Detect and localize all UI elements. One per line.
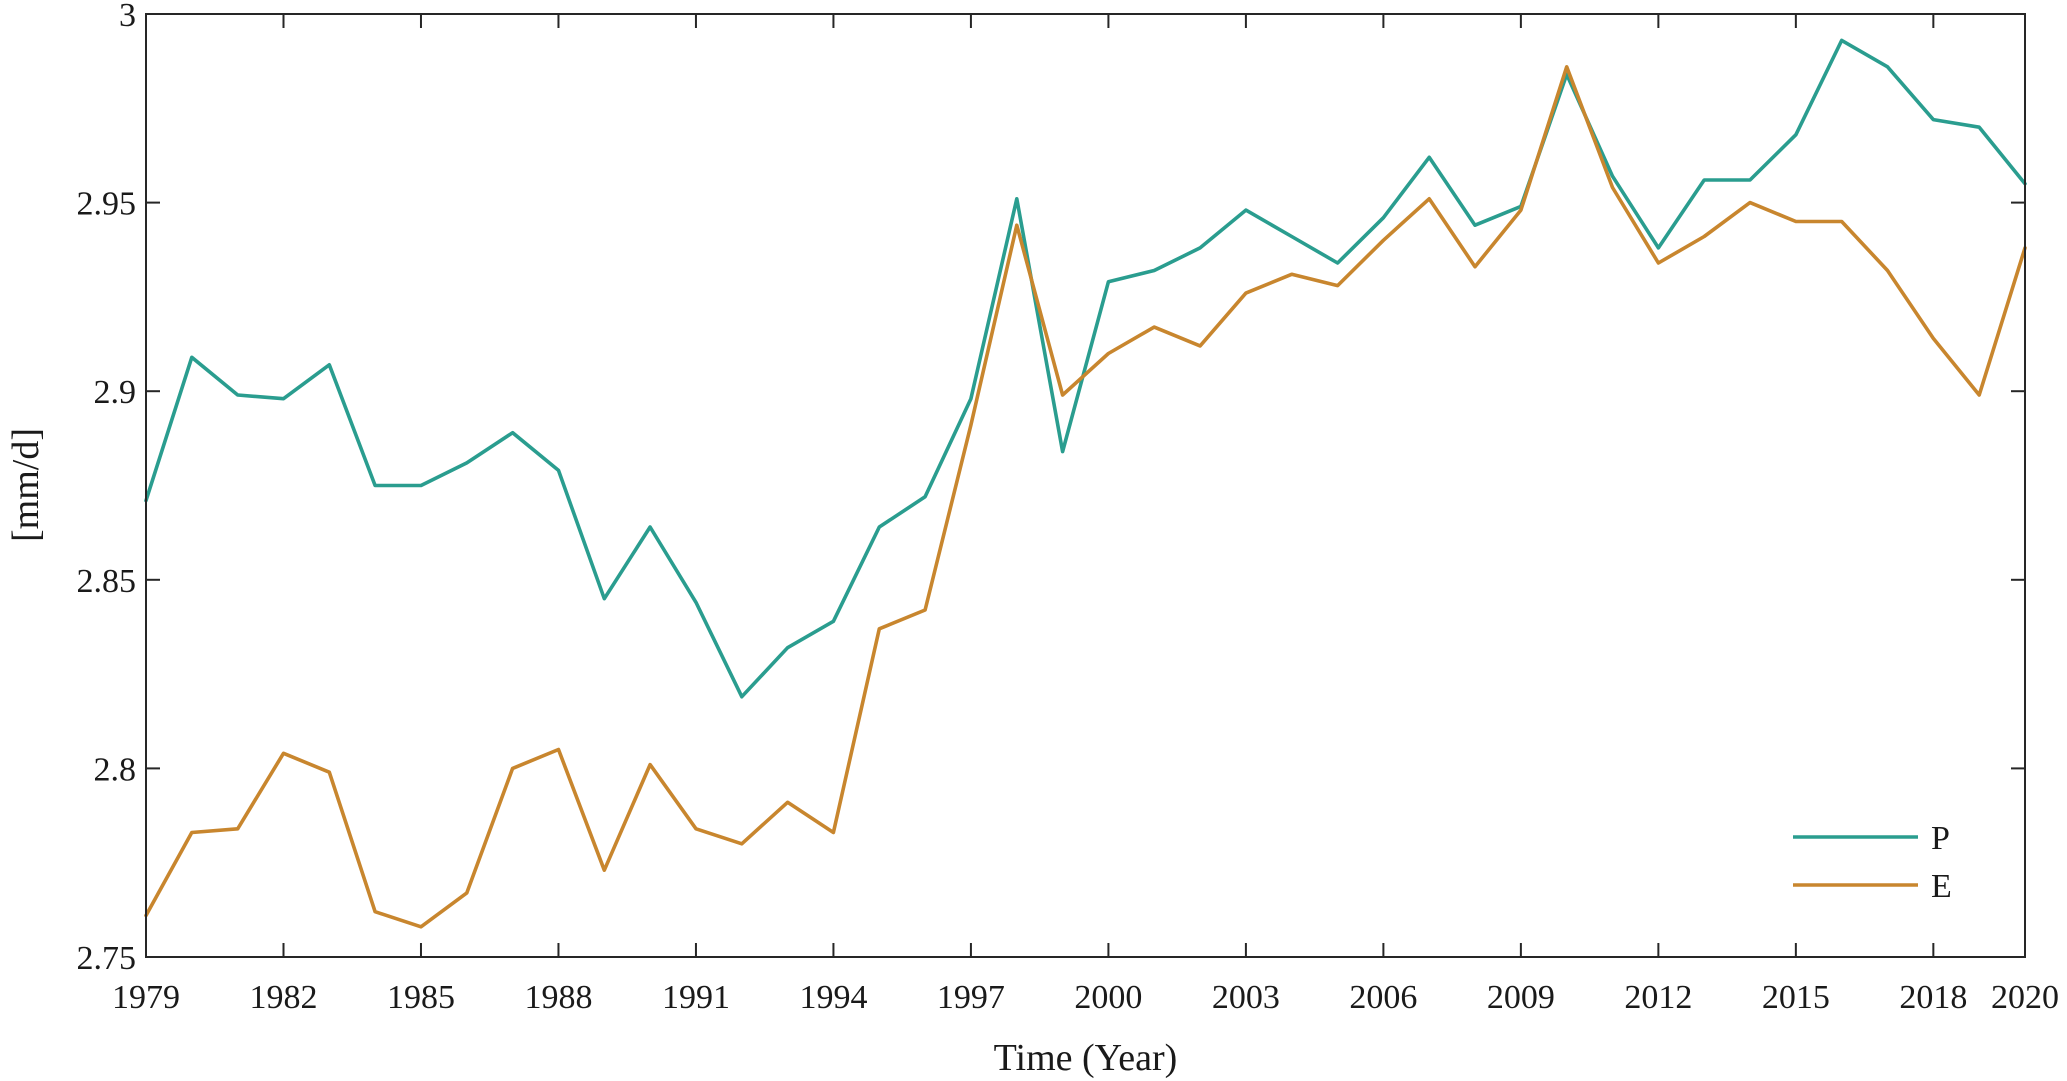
legend: PE bbox=[1793, 820, 1952, 905]
series-lines bbox=[146, 40, 2025, 926]
y-axis-label: [mm/d] bbox=[5, 428, 47, 542]
y-tick-label: 2.75 bbox=[77, 940, 137, 977]
x-tick-label: 1988 bbox=[524, 979, 592, 1016]
y-tick-label: 2.8 bbox=[94, 751, 137, 788]
y-tick-label: 2.9 bbox=[94, 374, 137, 411]
y-tick-label: 2.95 bbox=[77, 186, 137, 223]
x-tick-label: 2006 bbox=[1349, 979, 1417, 1016]
x-tick-label: 1985 bbox=[387, 979, 455, 1016]
plot-frame bbox=[146, 14, 2025, 957]
x-tick-label: 2018 bbox=[1899, 979, 1967, 1016]
y-tick-label: 2.85 bbox=[77, 563, 137, 600]
x-tick-label: 1982 bbox=[249, 979, 317, 1016]
x-tick-label: 1991 bbox=[662, 979, 730, 1016]
series-line-e bbox=[146, 67, 2025, 927]
x-tick-label: 2012 bbox=[1624, 979, 1692, 1016]
y-tick-label: 3 bbox=[119, 0, 136, 34]
x-tick-label: 1979 bbox=[112, 979, 180, 1016]
x-tick-label: 2020 bbox=[1991, 979, 2059, 1016]
x-tick-label: 2000 bbox=[1074, 979, 1142, 1016]
x-tick-label: 1997 bbox=[937, 979, 1005, 1016]
x-axis-label: Time (Year) bbox=[994, 1037, 1178, 1079]
series-line-p bbox=[146, 40, 2025, 696]
legend-label-e: E bbox=[1931, 868, 1952, 905]
x-tick-label: 2015 bbox=[1762, 979, 1830, 1016]
legend-label-p: P bbox=[1931, 820, 1950, 857]
x-tick-label: 1994 bbox=[799, 979, 867, 1016]
x-tick-label: 2009 bbox=[1487, 979, 1555, 1016]
x-tick-label: 2003 bbox=[1212, 979, 1280, 1016]
y-axis-ticks: 2.75 2.8 2.85 2.9 2.95 3 bbox=[77, 0, 2026, 977]
